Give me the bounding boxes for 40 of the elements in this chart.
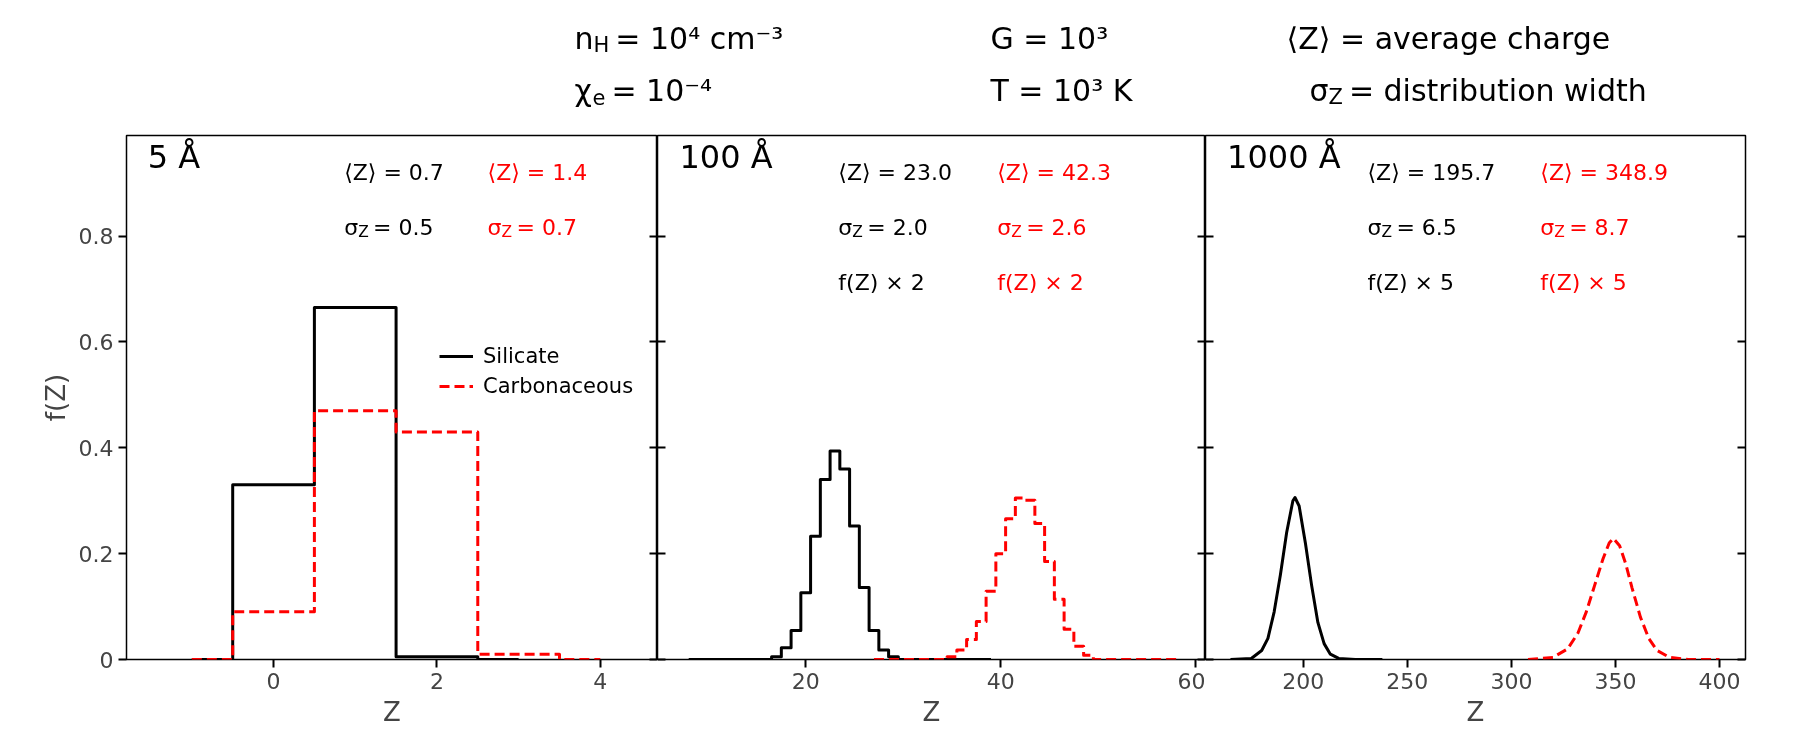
x-tick-label: 60	[1177, 668, 1206, 694]
x-axis-title: Z	[922, 696, 941, 727]
x-tick-label: 250	[1386, 668, 1429, 694]
annotation: 1000 Å	[1227, 138, 1341, 177]
annotation: ⟨Z⟩ = 348.9	[1540, 159, 1668, 185]
text: T = 10³ K	[989, 73, 1134, 108]
legend-label: Carbonaceous	[483, 373, 634, 399]
x-tick-label: 20	[791, 668, 820, 694]
annotation: ⟨Z⟩ = 42.3	[997, 159, 1111, 185]
y-axis-title: f(Z)	[40, 373, 71, 422]
x-axis-title: Z	[1466, 696, 1485, 727]
y-tick-label: 0.4	[78, 435, 114, 461]
x-axis-title: Z	[383, 696, 401, 727]
text: nH = 10⁴ cm⁻³	[574, 21, 784, 58]
y-tick-label: 0.2	[78, 541, 114, 567]
annotation: ⟨Z⟩ = 195.7	[1367, 159, 1496, 185]
annotation: 5 Å	[147, 138, 201, 177]
annotation: 100 Å	[679, 138, 773, 177]
x-tick-label: 200	[1282, 668, 1325, 694]
text: σZ = distribution width	[1309, 73, 1647, 110]
y-tick-label: 0.8	[78, 224, 114, 250]
annotation: f(Z) × 2	[997, 269, 1084, 295]
legend-label: Silicate	[483, 343, 560, 369]
annotation: f(Z) × 5	[1540, 269, 1627, 295]
annotation: ⟨Z⟩ = 1.4	[487, 159, 588, 185]
x-tick-label: 400	[1698, 668, 1741, 694]
x-tick-label: 350	[1594, 668, 1637, 694]
x-tick-label: 2	[429, 668, 444, 694]
y-tick-label: 0	[99, 647, 114, 673]
annotation: f(Z) × 2	[838, 269, 925, 295]
text: G = 10³	[990, 21, 1109, 56]
annotation: ⟨Z⟩ = 0.7	[344, 159, 444, 185]
x-tick-label: 4	[593, 668, 608, 694]
y-tick-label: 0.6	[78, 329, 114, 355]
x-tick-label: 300	[1490, 668, 1533, 694]
x-tick-label: 0	[266, 668, 281, 694]
text: ⟨Z⟩ = average charge	[1286, 21, 1611, 56]
annotation: f(Z) × 5	[1367, 269, 1454, 295]
annotation: ⟨Z⟩ = 23.0	[838, 159, 952, 185]
x-tick-label: 40	[986, 668, 1015, 694]
